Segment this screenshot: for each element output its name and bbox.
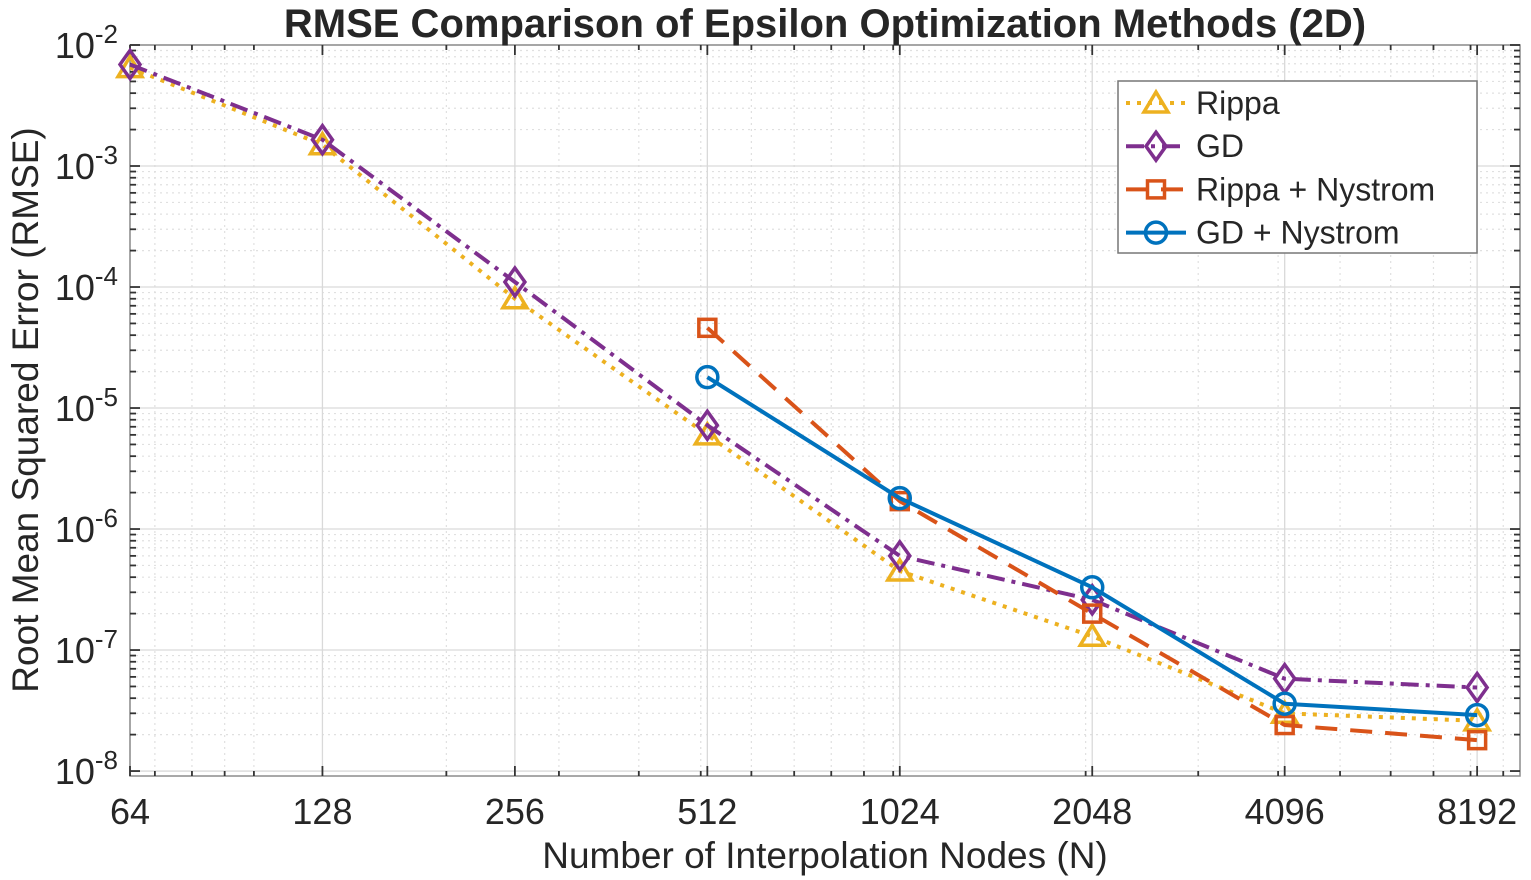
y-tick-label: 10-4	[55, 261, 118, 308]
x-tick-label: 128	[292, 791, 352, 832]
legend-item: Rippa + Nystrom	[1126, 171, 1435, 207]
series-line	[129, 65, 1478, 723]
y-tick-base: 10	[55, 146, 95, 187]
x-tick-label: 64	[110, 791, 150, 832]
legend: Rippa GD Rippa + Nystrom GD + Nystrom	[1117, 80, 1478, 254]
marker-triangle	[499, 284, 530, 310]
marker-circle	[1272, 691, 1297, 716]
series-line	[706, 375, 1478, 718]
marker-triangle	[884, 556, 915, 582]
legend-label: Rippa + Nystrom	[1196, 171, 1435, 207]
y-tick-label: 10-3	[55, 140, 118, 187]
marker-square	[1274, 714, 1295, 736]
y-tick-exponent: -8	[95, 745, 118, 775]
y-tick-exponent: -2	[95, 19, 118, 49]
y-tick-base: 10	[55, 509, 95, 550]
marker-square	[1081, 603, 1103, 624]
y-tick-label: 10-6	[55, 503, 118, 550]
marker-square	[1466, 729, 1488, 751]
series-gd	[117, 47, 1490, 705]
y-tick-exponent: -7	[95, 624, 118, 654]
legend-marker-square	[1145, 179, 1167, 200]
chart-layers: 64 128 256 512 1024 2048 4096 819210-210-310-41…	[55, 19, 1521, 832]
y-tick-label: 10-5	[55, 382, 118, 429]
y-tick-exponent: -5	[95, 382, 118, 412]
legend-label: GD	[1196, 128, 1244, 164]
legend-marker-triangle	[1140, 88, 1172, 114]
y-tick-base: 10	[55, 25, 95, 66]
series-gd-nystrom	[695, 364, 1490, 728]
y-tick-exponent: -6	[95, 503, 118, 533]
legend-item: Rippa	[1126, 85, 1280, 121]
x-tick-label: 4096	[1245, 791, 1325, 832]
y-tick-label: 10-7	[55, 624, 118, 671]
x-tick-label: 1024	[860, 791, 940, 832]
marker-diamond	[117, 47, 143, 82]
legend-item: GD	[1126, 128, 1244, 164]
legend-label: GD + Nystrom	[1196, 215, 1400, 251]
y-tick-exponent: -3	[95, 140, 118, 170]
marker-diamond	[887, 538, 912, 573]
legend-marker-diamond	[1143, 129, 1169, 164]
marker-square	[697, 317, 718, 339]
x-tick-label: 8192	[1437, 791, 1517, 832]
marker-circle	[887, 485, 913, 511]
legend-label: Rippa	[1196, 85, 1280, 121]
legend-marker-circle	[1143, 220, 1169, 245]
marker-diamond	[695, 408, 720, 443]
y-tick-base: 10	[55, 267, 95, 308]
x-tick-label: 512	[677, 791, 737, 832]
x-axis-label: Number of Interpolation Nodes (N)	[542, 835, 1108, 876]
y-tick-label: 10-8	[55, 745, 118, 792]
marker-triangle	[1462, 706, 1493, 732]
legend-box	[1117, 80, 1478, 254]
marker-circle	[1079, 575, 1105, 600]
marker-diamond	[502, 264, 528, 300]
y-axis-label: Root Mean Squared Error (RMSE)	[5, 127, 46, 692]
y-tick-exponent: -4	[95, 261, 118, 291]
y-tick-base: 10	[55, 388, 95, 429]
series-line	[129, 62, 1478, 690]
axes-box	[129, 44, 1521, 777]
y-tick-base: 10	[55, 751, 95, 792]
y-tick-label: 10-2	[55, 19, 118, 66]
marker-circle	[695, 364, 720, 390]
marker-diamond	[1464, 670, 1490, 705]
x-tick-label: 2048	[1052, 791, 1132, 832]
marker-diamond	[310, 122, 335, 157]
chart-title: RMSE Comparison of Epsilon Optimization …	[284, 2, 1366, 46]
y-tick-base: 10	[55, 630, 95, 671]
marker-triangle	[1077, 621, 1108, 647]
marker-circle	[1464, 702, 1490, 728]
legend-item: GD + Nystrom	[1126, 215, 1400, 251]
x-tick-label: 256	[485, 791, 545, 832]
